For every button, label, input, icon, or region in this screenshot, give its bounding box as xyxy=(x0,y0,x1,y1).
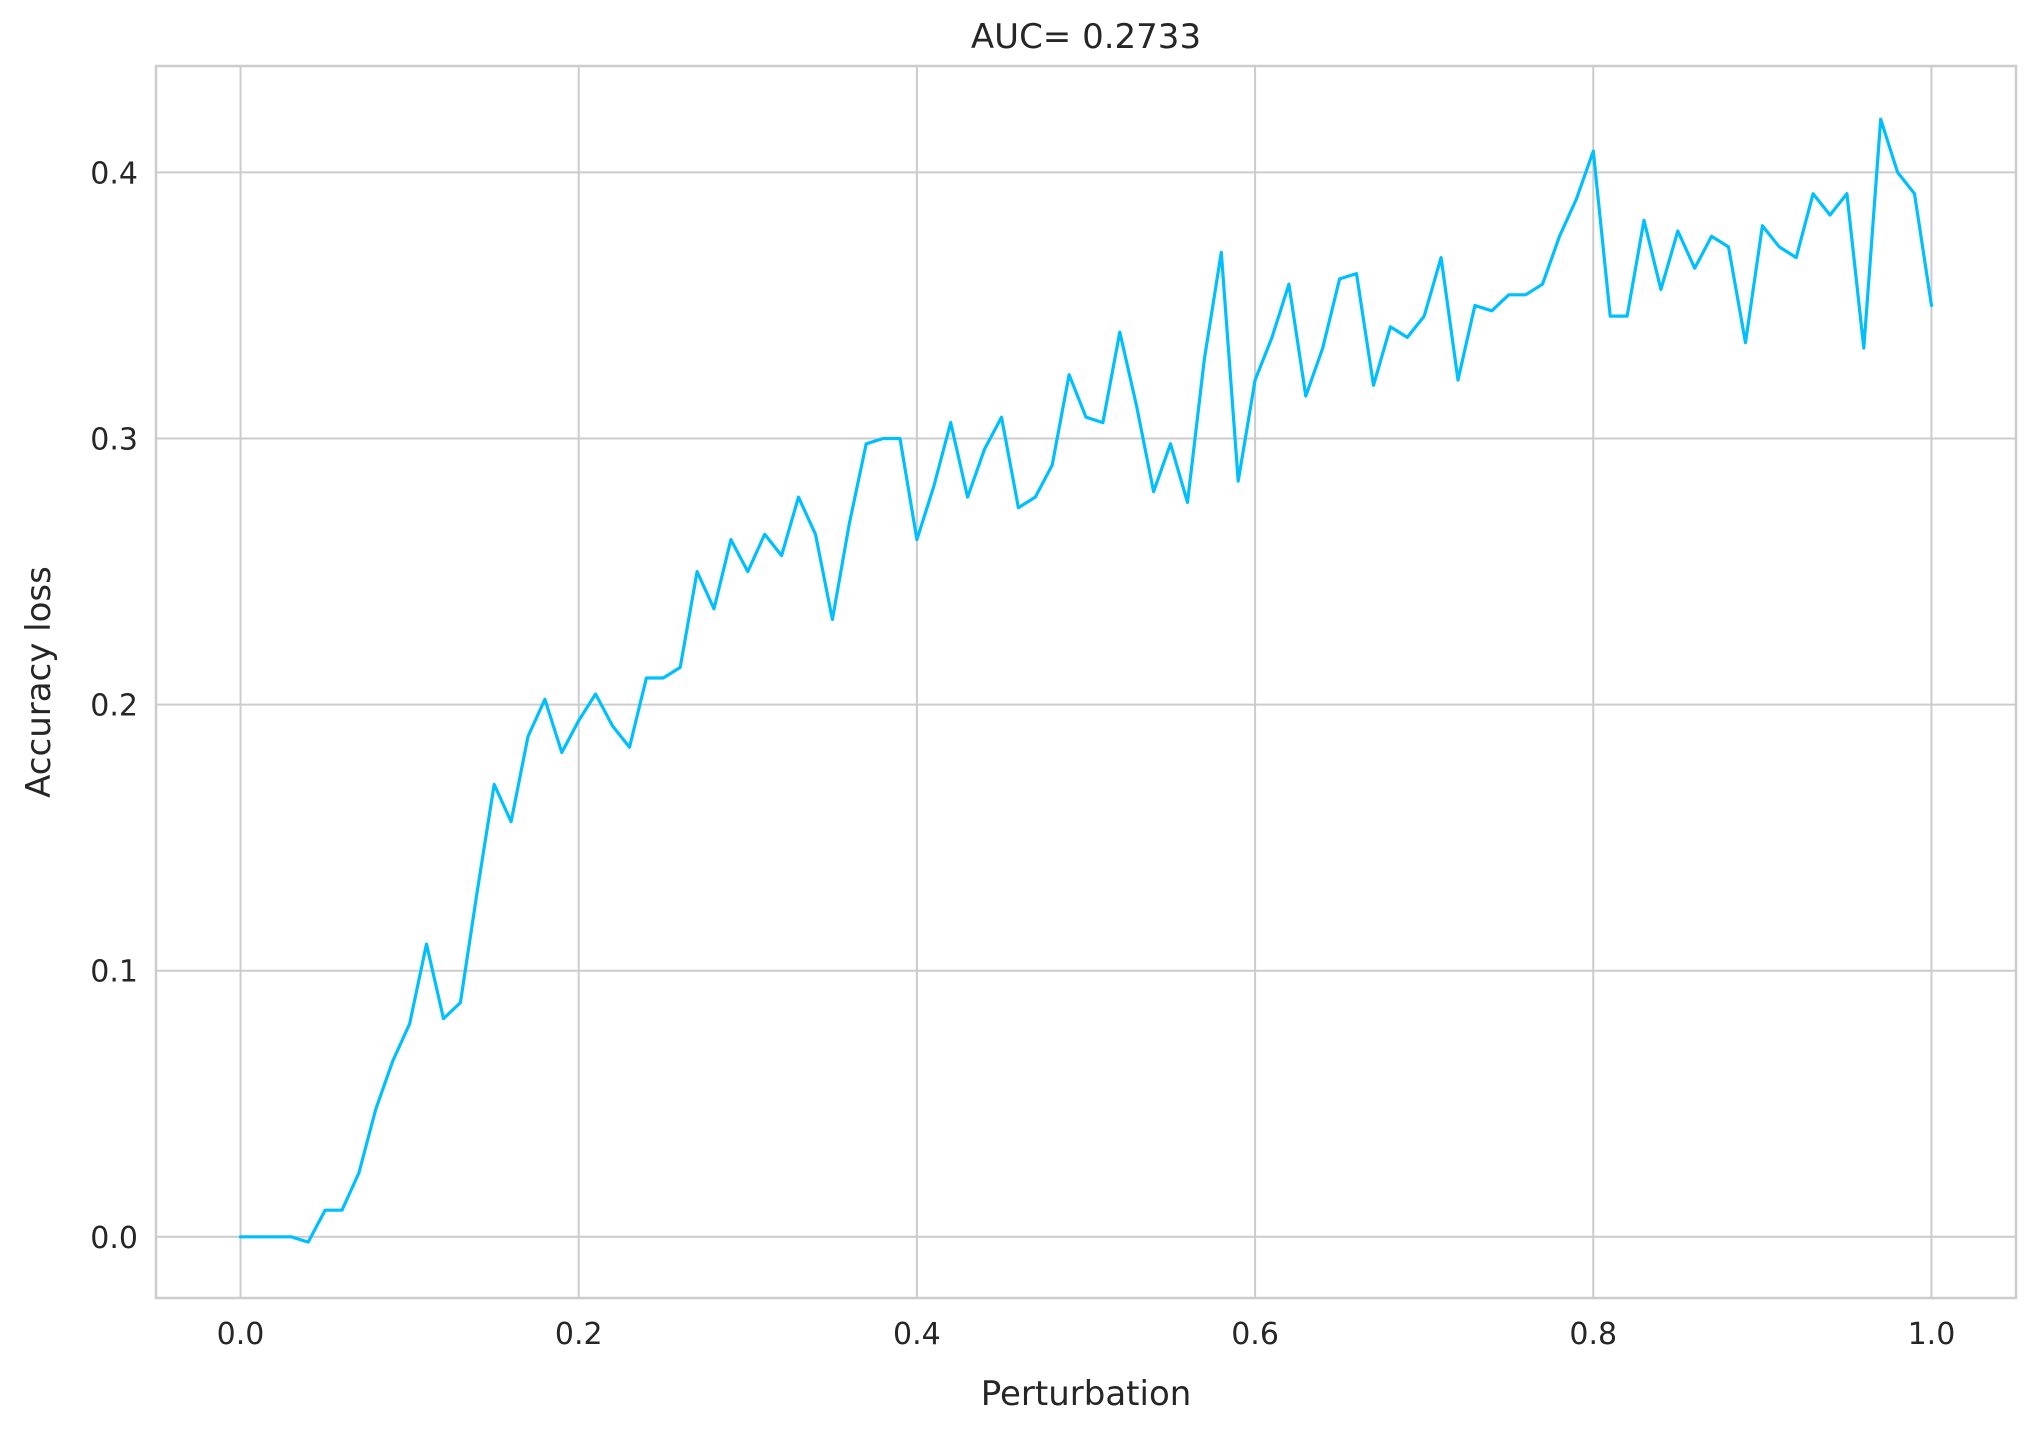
plot-frame xyxy=(154,64,2018,1300)
x-tick-label: 0.8 xyxy=(1569,1317,1617,1352)
x-tick-label: 0.4 xyxy=(893,1317,941,1352)
series-line xyxy=(238,117,1934,1244)
x-tick-label: 0.6 xyxy=(1231,1317,1279,1352)
grid-lines xyxy=(156,66,2016,1298)
y-tick-label: 0.2 xyxy=(90,689,138,724)
chart-title: AUC= 0.2733 xyxy=(971,17,1201,57)
x-tick-label: 0.0 xyxy=(217,1317,265,1352)
y-tick-label: 0.0 xyxy=(90,1221,138,1256)
x-axis-label: Perturbation xyxy=(981,1374,1192,1414)
x-tick-label: 1.0 xyxy=(1908,1317,1956,1352)
y-tick-label: 0.3 xyxy=(90,423,138,458)
y-axis-ticks: 0.0 0.1 0.2 0.3 0.4 xyxy=(90,156,138,1255)
y-tick-label: 0.4 xyxy=(90,156,138,191)
x-axis-ticks: 0.0 0.2 0.4 0.6 0.8 1.0 xyxy=(217,1317,1956,1352)
y-tick-label: 0.1 xyxy=(90,955,138,990)
y-axis-label: Accuracy loss xyxy=(19,566,59,798)
x-tick-label: 0.2 xyxy=(555,1317,603,1352)
